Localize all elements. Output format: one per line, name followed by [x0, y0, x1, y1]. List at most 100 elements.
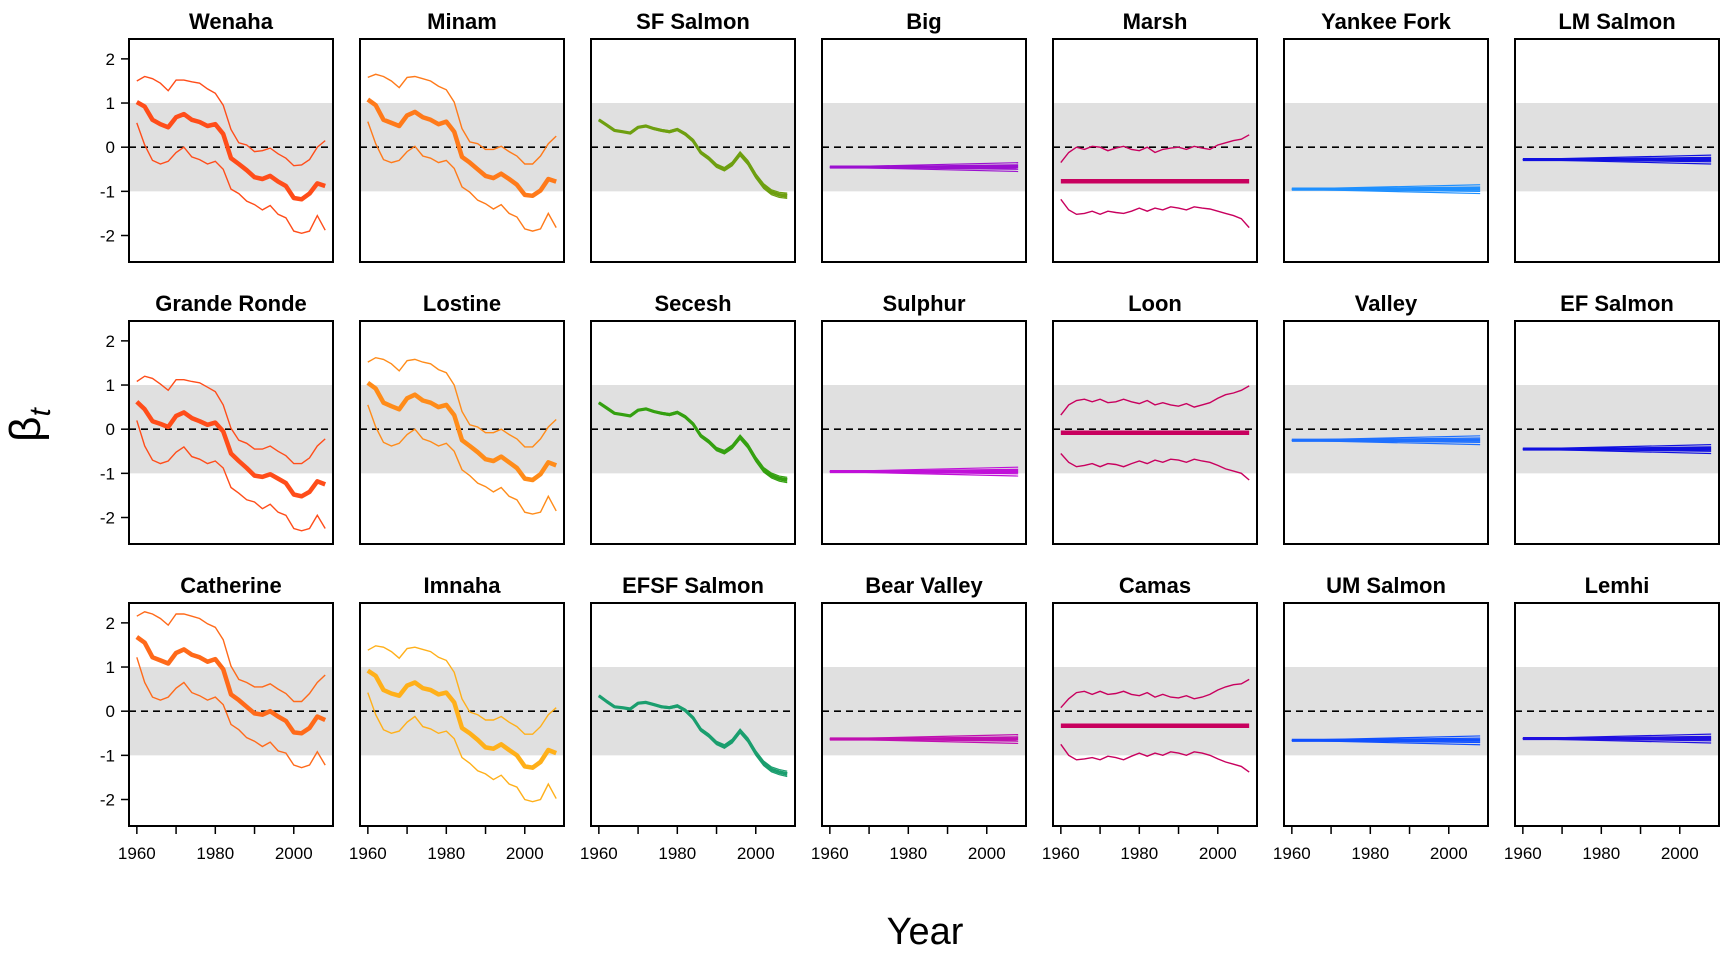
panel-frame: [590, 320, 796, 545]
x-tick-label: 2000: [737, 844, 775, 863]
panel: Camas 1960 1980 2000: [1042, 573, 1258, 863]
x-tick-label: 1960: [1273, 844, 1311, 863]
panel-title: Grande Ronde: [155, 291, 307, 316]
panel-title: Secesh: [654, 291, 731, 316]
panel-frame: [359, 320, 565, 545]
panel-frame: [1052, 320, 1258, 545]
y-axis-title: βt: [1, 407, 57, 442]
x-tick-label: 1980: [427, 844, 465, 863]
mean-line: [597, 401, 788, 482]
x-tick-label: 1960: [1042, 844, 1080, 863]
panel: EF Salmon: [1514, 291, 1720, 545]
y-tick-label: 2: [106, 614, 115, 633]
panel-frame: [1283, 320, 1489, 545]
panel: Imnaha 1960 1980 2000: [349, 573, 565, 863]
mean-line: [597, 694, 788, 776]
panel-frame: [821, 320, 1027, 545]
y-tick-label: -2: [100, 227, 115, 246]
panel: Catherine -2 -1 0 1 2 1960 1980 2000: [100, 573, 334, 863]
x-tick-label: 1980: [1351, 844, 1389, 863]
y-tick-label: 1: [106, 658, 115, 677]
panel-title: SF Salmon: [636, 9, 750, 34]
upper-bound-line: [136, 611, 326, 703]
panel-title: Marsh: [1123, 9, 1188, 34]
panel-frame: [128, 38, 334, 263]
panel: Valley: [1283, 291, 1489, 545]
panel-title: Minam: [427, 9, 497, 34]
y-tick-label: 0: [106, 138, 115, 157]
panel: Lemhi 1960 1980 2000: [1504, 573, 1720, 863]
panel-title: EF Salmon: [1560, 291, 1674, 316]
x-tick-label: 1960: [580, 844, 618, 863]
lower-bound-line: [136, 420, 326, 532]
y-axis-title-subscript: t: [24, 407, 57, 417]
panel-title: Lemhi: [1585, 573, 1650, 598]
x-tick-label: 1980: [196, 844, 234, 863]
panel: SF Salmon: [590, 9, 796, 263]
panel-frame: [128, 602, 334, 827]
x-tick-label: 2000: [1430, 844, 1468, 863]
mean-line: [366, 668, 558, 770]
panel: Minam: [359, 9, 565, 263]
x-tick-label: 1980: [1120, 844, 1158, 863]
x-tick-label: 1980: [889, 844, 927, 863]
mean-line: [597, 118, 788, 198]
x-tick-label: 2000: [275, 844, 313, 863]
panel: UM Salmon 1960 1980 2000: [1273, 573, 1489, 863]
panel: Loon: [1052, 291, 1258, 545]
mean-line: [366, 97, 557, 199]
y-tick-label: -2: [100, 791, 115, 810]
panel-frame: [1514, 320, 1720, 545]
y-tick-label: 2: [106, 332, 115, 351]
upper-bound-line: [136, 75, 326, 167]
lower-bound-line: [367, 121, 557, 232]
upper-bound-line: [1060, 385, 1250, 416]
y-tick-label: 1: [106, 94, 115, 113]
panel: Grande Ronde -2 -1 0 1 2: [100, 291, 334, 545]
upper-bound-line: [367, 356, 557, 448]
lower-bound-line: [367, 692, 557, 803]
panel: LM Salmon: [1514, 9, 1720, 263]
panel: Wenaha -2 -1 0 1 2: [100, 9, 334, 263]
panel-frame: [590, 602, 796, 827]
panel-frame: [1052, 38, 1258, 263]
x-tick-label: 1960: [349, 844, 387, 863]
panel-frame: [1514, 602, 1720, 827]
y-tick-label: 0: [106, 420, 115, 439]
mean-line: [135, 400, 327, 499]
lower-bound-line: [136, 657, 326, 769]
panel-title: Lostine: [423, 291, 501, 316]
y-tick-label: 1: [106, 376, 115, 395]
y-tick-label: 2: [106, 50, 115, 69]
panel-frame: [1283, 602, 1489, 827]
panel-frame: [1514, 38, 1720, 263]
lower-bound-line: [367, 404, 557, 515]
upper-bound-line: [1060, 134, 1250, 164]
x-tick-label: 1960: [1504, 844, 1542, 863]
upper-bound-line: [136, 375, 326, 465]
panel-title: LM Salmon: [1558, 9, 1675, 34]
lower-bound-line: [1060, 198, 1250, 229]
mean-line: [366, 380, 558, 483]
y-tick-label: -1: [100, 464, 115, 483]
x-tick-label: 2000: [1661, 844, 1699, 863]
y-tick-label: -2: [100, 509, 115, 528]
panel: Lostine: [359, 291, 565, 545]
y-tick-label: 0: [106, 702, 115, 721]
panel-frame: [821, 602, 1027, 827]
panel-frame: [590, 38, 796, 263]
panel-frame: [359, 38, 565, 263]
upper-bound-line: [367, 73, 557, 165]
y-axis-title-main: β: [1, 417, 50, 442]
panel-title: Yankee Fork: [1321, 9, 1451, 34]
y-tick-label: -1: [100, 182, 115, 201]
panel-title: Big: [906, 9, 941, 34]
panel-frame: [1283, 38, 1489, 263]
panel: Secesh: [590, 291, 796, 545]
x-tick-label: 1960: [811, 844, 849, 863]
panel: Sulphur: [821, 291, 1027, 545]
panel: Yankee Fork: [1283, 9, 1489, 263]
panel-frame: [128, 320, 334, 545]
lower-bound-line: [136, 122, 326, 235]
